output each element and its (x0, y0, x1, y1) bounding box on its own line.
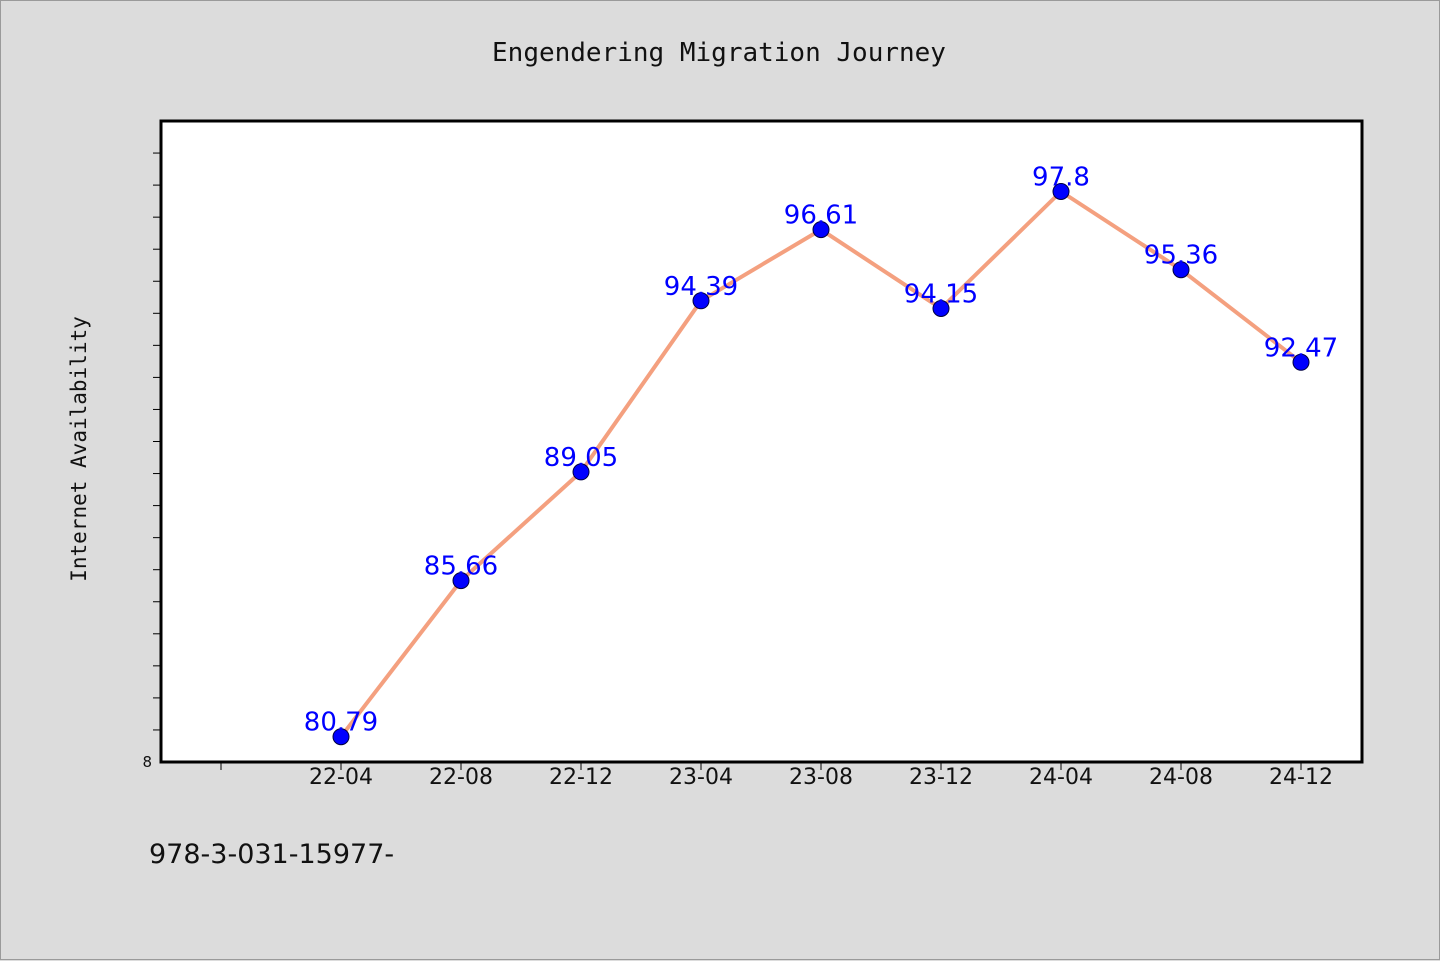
data-labels: 80.79 85.66 89.05 94.39 96.61 94.15 97.8 95.36 9… (304, 163, 1338, 738)
data-point (1292, 353, 1310, 371)
data-label: 85.66 (424, 552, 498, 582)
data-label: 92.47 (1264, 333, 1338, 363)
x-tick-label: 22-08 (429, 765, 493, 790)
plot-frame (159, 119, 1364, 764)
chart-title: Engendering Migration Journey (492, 38, 946, 68)
x-tick-label: 22-04 (309, 765, 373, 790)
data-label: 97.8 (1032, 163, 1090, 193)
x-tick-label: 23-04 (669, 765, 733, 790)
y-tick-labels: 8 (142, 753, 152, 771)
data-label: 96.61 (784, 201, 858, 231)
data-point (572, 463, 590, 481)
x-tick-label: 23-08 (789, 765, 853, 790)
plot-area (161, 121, 1362, 762)
data-point (1052, 183, 1070, 200)
data-point (332, 728, 350, 746)
x-tick-label: 23-12 (909, 765, 973, 790)
data-point (452, 572, 470, 590)
data-point (692, 292, 710, 310)
data-label: 80.79 (304, 708, 378, 738)
y-axis-label: Internet Availability (67, 316, 91, 582)
x-tick-labels: 22-04 22-08 22-12 23-04 23-08 23-12 24-04 24-08… (309, 765, 1333, 790)
data-label: 94.39 (664, 272, 738, 302)
data-label: 89.05 (544, 443, 618, 473)
x-tick-label: 24-04 (1029, 765, 1093, 790)
data-label: 95.36 (1144, 241, 1218, 271)
x-tick-label: 24-08 (1149, 765, 1213, 790)
x-tick-label: 24-12 (1269, 765, 1333, 790)
x-tick-label: 22-12 (549, 765, 613, 790)
data-point (932, 300, 950, 317)
data-point (1172, 261, 1190, 279)
footer-text: 978-3-031-15977- (149, 839, 394, 870)
data-point (812, 221, 830, 239)
series-layer (332, 183, 1310, 746)
y-tick-label: 8 (142, 753, 152, 771)
data-label: 94.15 (904, 280, 978, 310)
